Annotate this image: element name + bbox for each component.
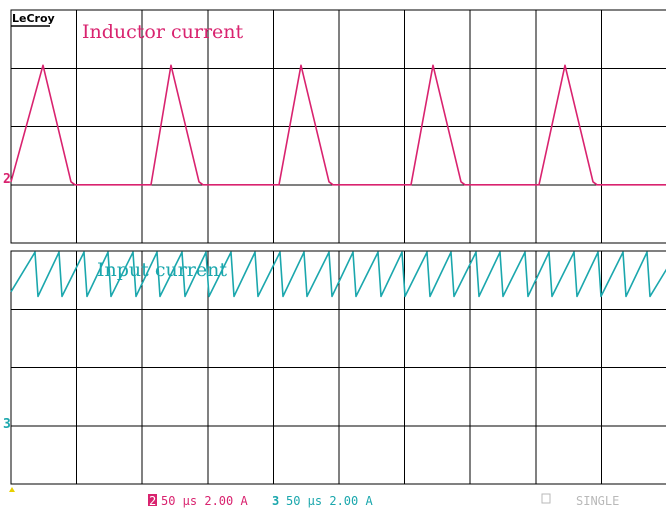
- status-bar: 2 50 μs 2.00 A 3 50 μs 2.00 A SINGLE: [148, 493, 619, 508]
- acquisition-mode: SINGLE: [576, 494, 619, 508]
- inductor-current-trace: [10, 64, 666, 186]
- trigger-marker: [9, 487, 15, 492]
- channel-3-ground-marker: 3: [3, 417, 11, 432]
- brand-logo: LeCroy: [12, 12, 55, 25]
- graticule: [10, 9, 666, 485]
- channel-2-settings: 50 μs 2.00 A: [161, 494, 248, 508]
- acquisition-mode-icon: [541, 493, 551, 504]
- channel-2-trace-group: [10, 64, 666, 186]
- input-current-trace: [10, 251, 666, 298]
- channel-2-badge: [148, 494, 157, 506]
- channel-2-ground-marker: 2: [3, 172, 11, 187]
- channel-3-trace-group: [10, 251, 666, 298]
- channel-3-settings: 50 μs 2.00 A: [286, 494, 373, 508]
- channel-3-number: 3: [272, 494, 279, 508]
- channel-2-number: 2: [149, 494, 156, 508]
- inductor-current-label: Inductor current: [82, 21, 244, 43]
